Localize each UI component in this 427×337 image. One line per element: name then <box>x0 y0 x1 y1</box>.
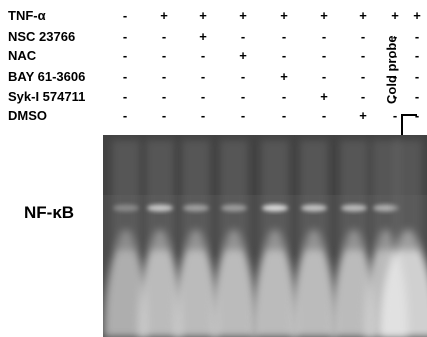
nf-kb-band <box>301 204 327 212</box>
sign-cell: - <box>161 108 167 123</box>
lane-haze <box>394 140 422 250</box>
sign-cell: - <box>161 29 167 44</box>
row-label-nsc-23766: NSC 23766 <box>8 29 76 44</box>
sign-cell: - <box>200 48 206 63</box>
lane-haze <box>146 140 174 250</box>
row-label-dmso: DMSO <box>8 108 47 123</box>
nf-kb-band <box>183 204 209 212</box>
nf-kb-band <box>373 204 399 212</box>
nf-kb-band <box>113 204 139 212</box>
sign-cell: + <box>391 8 399 23</box>
row-label-bay-61-3606: BAY 61-3606 <box>8 69 86 84</box>
nf-kb-band <box>147 204 173 212</box>
sign-cell: - <box>240 29 246 44</box>
sign-cell: - <box>414 69 420 84</box>
cold-probe-bracket <box>401 114 417 140</box>
lane-smear <box>292 230 336 337</box>
lane-smear <box>104 230 148 337</box>
sign-cell: + <box>320 89 328 104</box>
sign-cell: + <box>199 8 207 23</box>
sign-cell: - <box>161 89 167 104</box>
sign-cell: - <box>392 69 398 84</box>
sign-cell: - <box>360 29 366 44</box>
sign-cell: + <box>280 69 288 84</box>
sign-cell: - <box>122 48 128 63</box>
lane-smear <box>138 230 182 337</box>
sign-cell: - <box>240 108 246 123</box>
sign-cell: - <box>122 108 128 123</box>
sign-cell: + <box>160 8 168 23</box>
sign-cell: - <box>281 108 287 123</box>
sign-cell: - <box>360 69 366 84</box>
sign-cell: + <box>359 8 367 23</box>
sign-cell: - <box>122 8 128 23</box>
row-label-nac: NAC <box>8 48 37 63</box>
nf-kb-band <box>221 204 247 212</box>
sign-cell: + <box>239 48 247 63</box>
sign-cell: + <box>320 8 328 23</box>
nf-kb-band <box>262 204 288 212</box>
sign-cell: - <box>414 29 420 44</box>
sign-cell: - <box>200 89 206 104</box>
sign-cell: - <box>414 48 420 63</box>
sign-cell: + <box>359 108 367 123</box>
sign-cell: - <box>122 69 128 84</box>
sign-cell: + <box>280 8 288 23</box>
lane-haze <box>220 140 248 250</box>
nf-kb-band <box>341 204 367 212</box>
lane-haze <box>261 140 289 250</box>
gel-image <box>103 135 427 337</box>
lane-smear <box>253 230 297 337</box>
row-label-tnf-alpha: TNF-α <box>8 8 46 23</box>
nf-kb-band-label: NF-κB <box>24 203 75 222</box>
sign-cell: - <box>161 48 167 63</box>
sign-cell: + <box>199 29 207 44</box>
sign-cell: - <box>240 69 246 84</box>
sign-cell: - <box>392 29 398 44</box>
sign-cell: - <box>240 89 246 104</box>
row-label-syk-i-574711: Syk-I 574711 <box>8 89 86 104</box>
sign-cell: - <box>200 69 206 84</box>
sign-cell: - <box>414 89 420 104</box>
sign-cell: - <box>321 48 327 63</box>
sign-cell: - <box>360 89 366 104</box>
sign-cell: - <box>414 108 420 123</box>
lane-haze <box>300 140 328 250</box>
sign-cell: - <box>392 89 398 104</box>
sign-cell: - <box>122 29 128 44</box>
sign-cell: - <box>281 48 287 63</box>
lane-smear <box>380 230 427 337</box>
sign-cell: - <box>122 89 128 104</box>
sign-cell: - <box>392 108 398 123</box>
lane-smear <box>212 230 256 337</box>
sign-cell: - <box>321 29 327 44</box>
lane-haze <box>340 140 368 250</box>
sign-cell: + <box>239 8 247 23</box>
sign-cell: - <box>321 69 327 84</box>
sign-cell: - <box>321 108 327 123</box>
sign-cell: + <box>413 8 421 23</box>
sign-cell: - <box>161 69 167 84</box>
sign-cell: - <box>392 48 398 63</box>
lane-haze <box>112 140 140 250</box>
lane-smear <box>174 230 218 337</box>
sign-cell: - <box>281 29 287 44</box>
sign-cell: - <box>360 48 366 63</box>
lane-haze <box>182 140 210 250</box>
sign-cell: - <box>281 89 287 104</box>
sign-cell: - <box>200 108 206 123</box>
cold-probe-label: Cold probe <box>384 35 399 104</box>
